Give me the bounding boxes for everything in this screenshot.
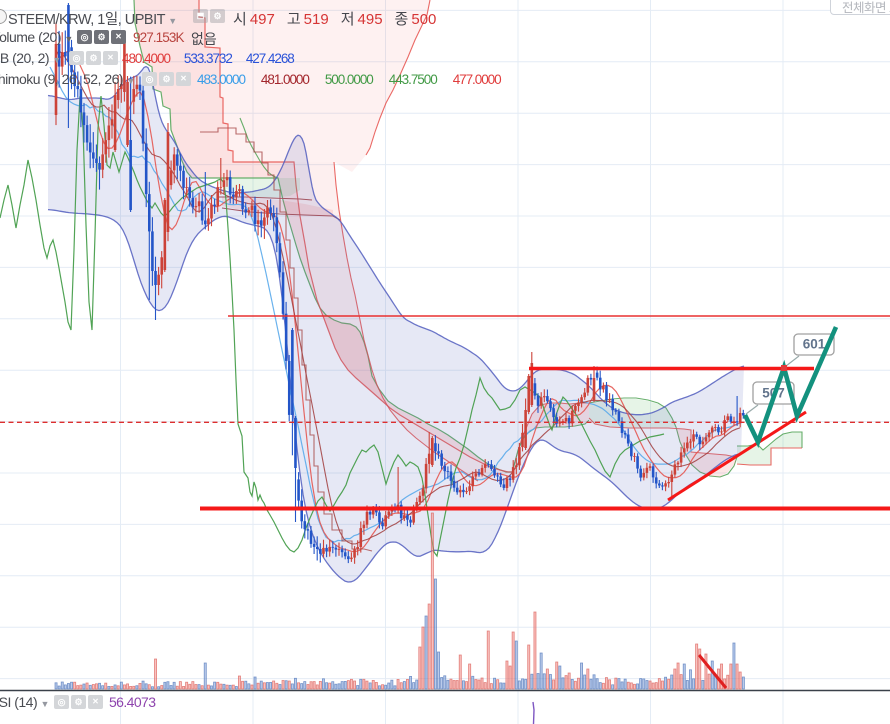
svg-text:601: 601 (803, 337, 826, 352)
